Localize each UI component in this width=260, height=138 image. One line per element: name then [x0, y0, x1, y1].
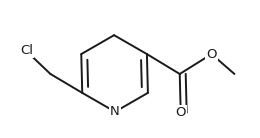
- Text: Cl: Cl: [20, 44, 33, 57]
- Text: O: O: [176, 106, 186, 119]
- Text: O: O: [206, 48, 217, 61]
- Text: N: N: [110, 105, 120, 118]
